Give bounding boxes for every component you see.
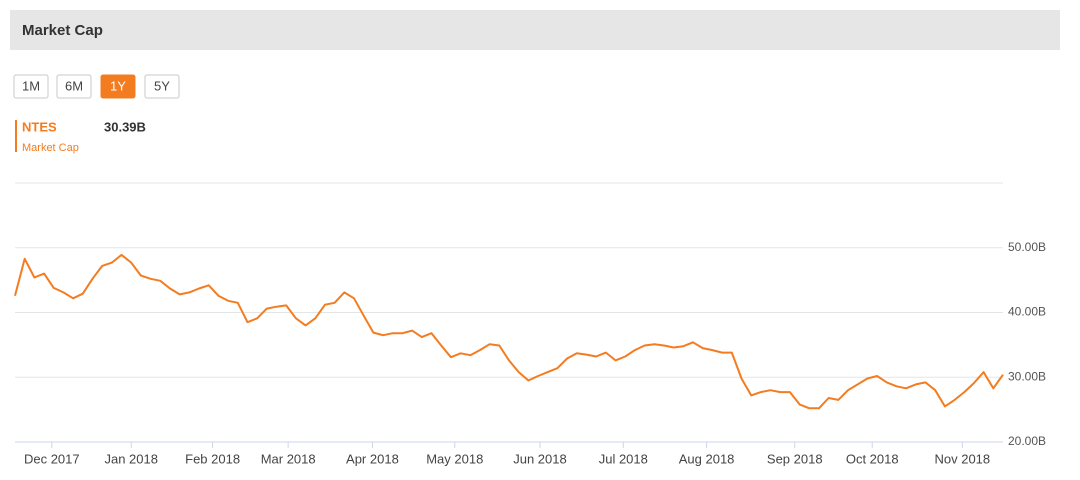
- header-bar: [10, 10, 1060, 50]
- range-button[interactable]: [13, 74, 49, 99]
- market-cap-line: [14, 253, 1004, 410]
- x-tick-label: Aug 2018: [679, 451, 735, 466]
- y-tick-label: 40.00B: [1008, 305, 1046, 319]
- x-tick-label: Jul 2018: [599, 451, 648, 466]
- legend-value: 30.39B: [104, 119, 146, 134]
- legend-symbol: NTES: [22, 119, 57, 134]
- x-tick-label: Jun 2018: [513, 451, 567, 466]
- x-tick-label: Feb 2018: [185, 451, 240, 466]
- legend-bar: [15, 120, 17, 152]
- range-button-label[interactable]: 5Y: [154, 78, 170, 93]
- x-tick-label: Dec 2017: [24, 451, 80, 466]
- range-button-label[interactable]: 6M: [65, 78, 83, 93]
- header-title: Market Cap: [22, 22, 103, 39]
- y-tick-label: 50.00B: [1008, 240, 1046, 254]
- range-button[interactable]: [56, 74, 92, 99]
- range-button-label[interactable]: 1Y: [110, 78, 126, 93]
- x-tick-label: Oct 2018: [846, 451, 899, 466]
- x-tick-label: May 2018: [426, 451, 483, 466]
- y-tick-label: 20.00B: [1008, 434, 1046, 448]
- range-button-label[interactable]: 1M: [22, 78, 40, 93]
- x-tick-label: Mar 2018: [261, 451, 316, 466]
- y-tick-label: 30.00B: [1008, 369, 1046, 383]
- x-tick-label: Jan 2018: [104, 451, 158, 466]
- range-button[interactable]: [100, 74, 136, 99]
- range-button[interactable]: [144, 74, 180, 99]
- x-tick-label: Nov 2018: [934, 451, 990, 466]
- x-tick-label: Apr 2018: [346, 451, 399, 466]
- x-tick-label: Sep 2018: [767, 451, 823, 466]
- legend-label: Market Cap: [22, 142, 79, 154]
